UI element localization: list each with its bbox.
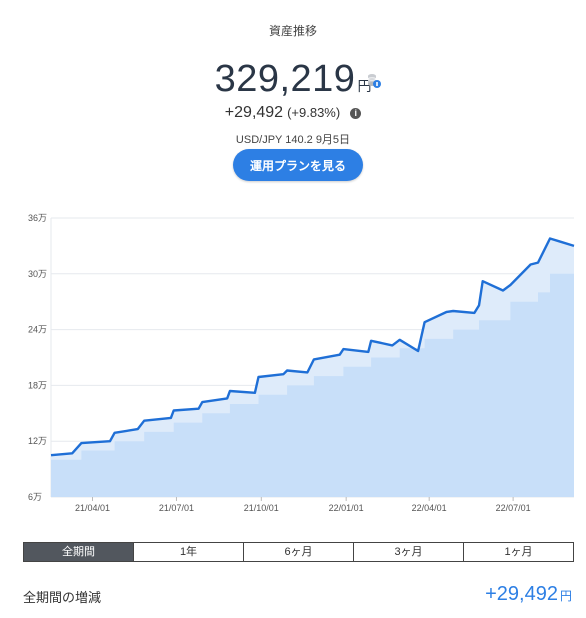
- y-axis: 36万 30万 24万 18万 12万 6万: [28, 213, 47, 502]
- y-tick-label: 6万: [28, 492, 42, 502]
- gain-value: +29,492: [224, 104, 284, 121]
- tab-all[interactable]: 全期間: [24, 543, 133, 561]
- tab-3-months[interactable]: 3ヶ月: [353, 543, 463, 561]
- period-tabs: 全期間 1年 6ヶ月 3ヶ月 1ヶ月: [23, 542, 574, 562]
- y-tick-label: 12万: [28, 436, 47, 446]
- tab-1-month[interactable]: 1ヶ月: [463, 543, 573, 561]
- y-tick-label: 36万: [28, 213, 47, 223]
- asset-value-line: [50, 237, 575, 457]
- tab-1-year[interactable]: 1年: [133, 543, 243, 561]
- balance-value: 329,219: [214, 58, 356, 100]
- summary-amount: +29,492: [485, 583, 558, 605]
- summary-unit: 円: [559, 589, 572, 603]
- info-icon[interactable]: i: [350, 108, 362, 119]
- x-axis: 21/04/01 21/07/01 21/10/01 22/01/01 22/04/01…: [75, 497, 531, 513]
- deposit-area: [51, 273, 574, 497]
- tab-6-months[interactable]: 6ヶ月: [243, 543, 353, 561]
- x-tick-label: 22/04/01: [412, 503, 447, 513]
- coin-stack-icon[interactable]: [366, 72, 382, 90]
- x-tick-label: 22/07/01: [496, 503, 531, 513]
- x-tick-label: 21/10/01: [244, 503, 279, 513]
- x-tick-label: 21/07/01: [159, 503, 194, 513]
- y-tick-label: 18万: [28, 380, 47, 390]
- y-tick-label: 30万: [28, 269, 47, 279]
- x-tick-label: 21/04/01: [75, 503, 110, 513]
- asset-chart: 36万 30万 24万 18万 12万 6万 21/04/01 21/07/01 21/10/…: [0, 200, 586, 530]
- total-balance: 329,219 円: [0, 58, 586, 101]
- view-plan-button[interactable]: 運用プランを見る: [233, 149, 363, 181]
- gain-percent: (+9.83%): [287, 105, 341, 120]
- summary-value: +29,492 円: [485, 583, 572, 606]
- page-title: 資産推移: [268, 24, 317, 38]
- y-tick-label: 24万: [28, 325, 47, 335]
- balance-unit: 円: [357, 78, 372, 94]
- x-tick-label: 22/01/01: [329, 503, 364, 513]
- exchange-rate: USD/JPY 140.2 9月5日: [235, 134, 351, 146]
- gain-summary: +29,492 (+9.83%) i: [0, 104, 586, 122]
- summary-label: 全期間の増減: [23, 590, 102, 605]
